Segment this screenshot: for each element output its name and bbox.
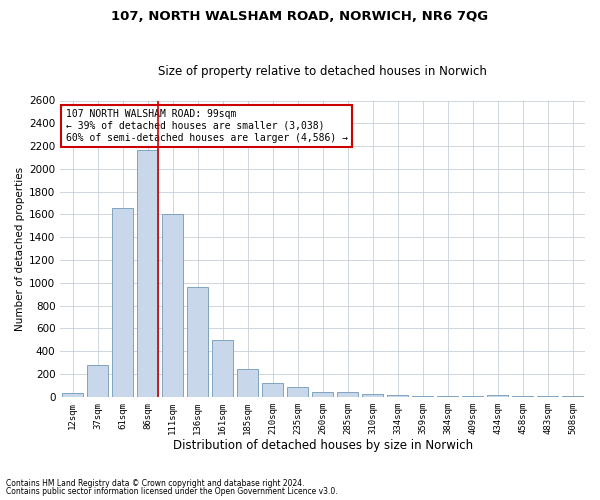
Bar xyxy=(62,394,83,397)
Bar xyxy=(312,392,333,397)
Bar xyxy=(137,150,158,397)
Bar xyxy=(162,214,184,397)
Bar xyxy=(362,394,383,397)
Text: Contains public sector information licensed under the Open Government Licence v3: Contains public sector information licen… xyxy=(6,487,338,496)
Bar xyxy=(187,288,208,397)
Bar xyxy=(337,392,358,397)
Bar xyxy=(412,396,433,397)
Bar xyxy=(512,396,533,397)
X-axis label: Distribution of detached houses by size in Norwich: Distribution of detached houses by size … xyxy=(173,440,473,452)
Bar xyxy=(212,340,233,397)
Bar xyxy=(237,369,258,397)
Y-axis label: Number of detached properties: Number of detached properties xyxy=(15,166,25,330)
Bar xyxy=(562,396,583,397)
Bar xyxy=(287,386,308,397)
Bar xyxy=(387,395,408,397)
Bar xyxy=(112,208,133,397)
Title: Size of property relative to detached houses in Norwich: Size of property relative to detached ho… xyxy=(158,66,487,78)
Text: 107 NORTH WALSHAM ROAD: 99sqm
← 39% of detached houses are smaller (3,038)
60% o: 107 NORTH WALSHAM ROAD: 99sqm ← 39% of d… xyxy=(65,110,347,142)
Text: 107, NORTH WALSHAM ROAD, NORWICH, NR6 7QG: 107, NORTH WALSHAM ROAD, NORWICH, NR6 7Q… xyxy=(112,10,488,23)
Bar xyxy=(262,383,283,397)
Text: Contains HM Land Registry data © Crown copyright and database right 2024.: Contains HM Land Registry data © Crown c… xyxy=(6,478,305,488)
Bar xyxy=(87,365,109,397)
Bar xyxy=(437,396,458,397)
Bar xyxy=(487,395,508,397)
Bar xyxy=(462,396,483,397)
Bar xyxy=(537,396,558,397)
